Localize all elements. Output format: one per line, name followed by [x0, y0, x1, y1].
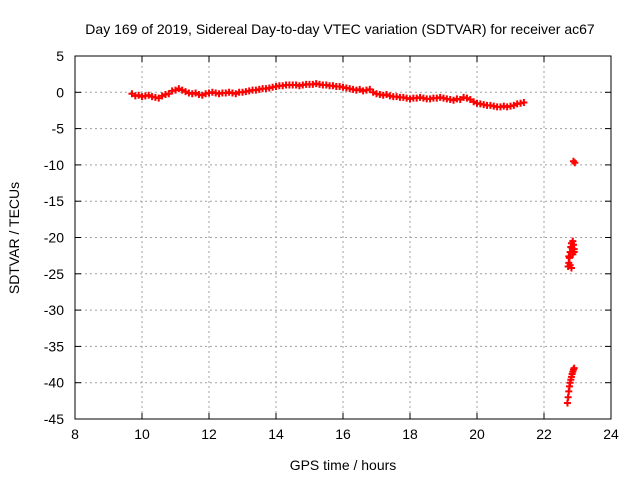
y-tick-label: -10: [44, 157, 64, 173]
y-tick-label: -15: [44, 193, 64, 209]
y-tick-label: -25: [44, 266, 64, 282]
x-tick-labels: 8 10 12 14 16 18 20 22 24: [71, 426, 619, 442]
y-tick-label: 5: [56, 48, 64, 64]
data-point: [567, 264, 575, 272]
y-tick-label: -45: [44, 411, 64, 427]
x-tick-label: 16: [335, 426, 351, 442]
data-point: [520, 98, 528, 106]
x-tick-label: 14: [268, 426, 284, 442]
chart-title: Day 169 of 2019, Sidereal Day-to-day VTE…: [85, 21, 595, 37]
x-axis-label: GPS time / hours: [290, 457, 397, 473]
x-tick-label: 10: [134, 426, 150, 442]
y-axis-label: SDTVAR / TECUs: [6, 182, 22, 294]
y-tick-label: 0: [56, 84, 64, 100]
data-point: [570, 364, 578, 372]
x-tick-label: 24: [603, 426, 619, 442]
y-tick-label: -20: [44, 230, 64, 246]
data-points: [128, 80, 579, 407]
gridlines: [75, 56, 611, 419]
x-tick-label: 8: [71, 426, 79, 442]
x-tick-label: 22: [536, 426, 552, 442]
data-point: [571, 159, 579, 167]
x-tick-label: 18: [402, 426, 418, 442]
data-point: [565, 252, 573, 260]
x-tick-label: 12: [201, 426, 217, 442]
y-tick-labels: 5 0 -5 -10 -15 -20 -25 -30 -35 -40 -45: [44, 48, 64, 427]
y-tick-label: -40: [44, 375, 64, 391]
y-tick-label: -5: [52, 121, 65, 137]
data-point: [569, 237, 577, 245]
axis-ticks: [74, 55, 612, 420]
y-tick-label: -30: [44, 302, 64, 318]
y-tick-label: -35: [44, 338, 64, 354]
data-point: [570, 248, 578, 256]
x-tick-label: 20: [469, 426, 485, 442]
